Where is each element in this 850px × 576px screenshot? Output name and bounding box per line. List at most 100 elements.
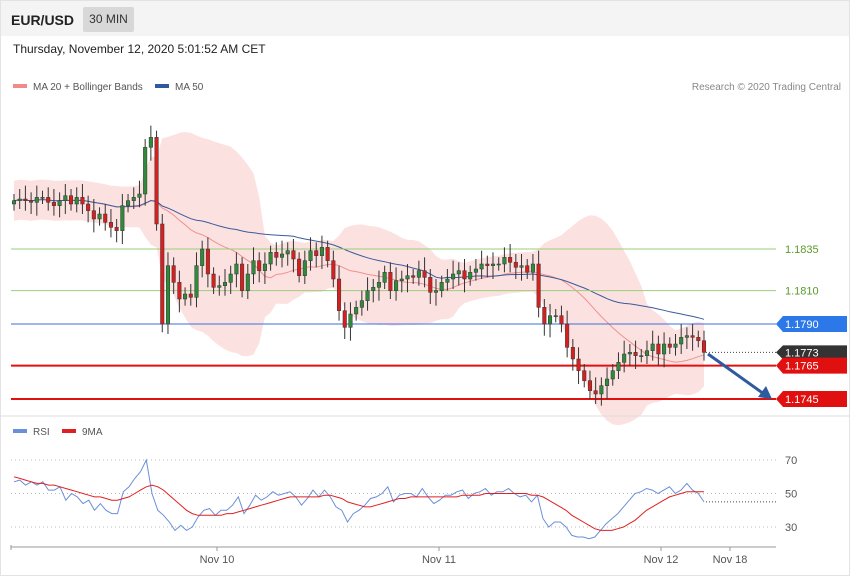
candle — [308, 237, 313, 271]
candles — [11, 125, 707, 406]
legend-9ma-label: 9MA — [82, 427, 103, 438]
candle — [633, 340, 638, 369]
candle-body — [222, 282, 228, 286]
rsi-tick-label: 30 — [785, 522, 797, 534]
candle — [23, 185, 28, 211]
candle-body — [610, 370, 615, 380]
candle-body — [548, 315, 553, 325]
candle-body — [217, 285, 222, 288]
candle-body — [662, 343, 667, 355]
candle-body — [371, 287, 376, 291]
candle — [530, 254, 535, 281]
candle — [587, 370, 592, 399]
candle — [371, 279, 376, 303]
candle-body — [485, 263, 490, 266]
rsi-legend: RSI 9MA — [13, 427, 103, 438]
candle-body — [456, 270, 461, 275]
candle-body — [411, 275, 416, 278]
candle — [217, 275, 222, 296]
candle-body — [433, 290, 439, 293]
candle-body — [445, 278, 450, 283]
candle-body — [211, 273, 216, 288]
candle — [126, 194, 131, 213]
candle — [331, 250, 336, 288]
candle — [74, 187, 79, 213]
candle-body — [143, 147, 148, 195]
target-arrow-head — [758, 386, 772, 399]
candle — [63, 184, 68, 214]
candle-body — [194, 265, 199, 298]
candle — [302, 250, 307, 284]
candle-body — [245, 273, 250, 291]
rsi-lines — [13, 458, 776, 540]
current-price-label: 1.1773 — [785, 347, 819, 359]
legend-rsi-label: RSI — [33, 427, 50, 438]
target-arrow — [707, 352, 772, 399]
candle — [177, 270, 182, 313]
candle-body — [337, 278, 342, 311]
bollinger-band — [14, 132, 704, 426]
candle — [599, 377, 604, 406]
candle — [183, 287, 188, 306]
x-tick-label: Nov 12 — [644, 554, 679, 566]
candle-body — [593, 390, 598, 395]
candle-body — [205, 248, 210, 275]
candle — [388, 262, 393, 299]
candle — [86, 195, 91, 223]
candle-body — [490, 263, 496, 266]
rsi-tick-label: 50 — [785, 489, 797, 501]
candle — [365, 277, 370, 311]
candle — [148, 125, 153, 161]
candle — [11, 194, 17, 211]
chart-datetime: Thursday, November 12, 2020 5:01:52 AM C… — [13, 42, 266, 56]
candle — [257, 252, 262, 283]
candle — [314, 242, 319, 268]
candle-body — [114, 227, 119, 231]
candle — [251, 247, 256, 284]
candle — [291, 239, 296, 273]
candle-body — [126, 200, 131, 206]
candle-body — [673, 343, 678, 348]
candle-body — [639, 355, 644, 357]
candle-body — [29, 200, 34, 203]
candle-body — [86, 203, 91, 211]
candle-body — [388, 272, 393, 291]
candle-body — [120, 205, 125, 231]
legend-ma20-label: MA 20 + Bollinger Bands — [33, 82, 143, 93]
candle-body — [348, 313, 353, 328]
candle — [473, 259, 478, 281]
candle-body — [644, 350, 649, 356]
candle-body — [616, 362, 621, 371]
candle-body — [508, 257, 513, 263]
candle-body — [308, 250, 313, 261]
target-arrow-shaft — [707, 352, 765, 396]
candle — [165, 252, 170, 334]
price-levels: 1.1835 1.1810 1.1790 1.1773 1.1765 1.1745 — [11, 244, 847, 407]
candle — [108, 209, 113, 238]
x-tick-label: Nov 10 — [200, 554, 235, 566]
rsi-line — [13, 458, 705, 540]
candle-body — [34, 197, 39, 203]
candle — [337, 265, 342, 321]
candle-body — [285, 250, 290, 255]
candle — [656, 335, 661, 366]
candle — [485, 255, 490, 278]
candle-body — [342, 310, 347, 328]
candle — [154, 130, 159, 231]
candle-body — [228, 273, 233, 283]
candle — [120, 194, 125, 244]
candle — [582, 364, 587, 388]
candle — [416, 260, 421, 286]
candle-body — [399, 278, 404, 281]
candle — [502, 247, 507, 273]
support-label-tag — [776, 391, 847, 407]
candle — [456, 262, 461, 286]
candle — [245, 264, 250, 299]
candle-body — [131, 197, 136, 201]
candle-body — [451, 273, 456, 280]
candle-body — [177, 282, 182, 300]
timeframe-badge[interactable]: 30 MIN — [83, 7, 134, 32]
candle — [228, 265, 233, 294]
candle-body — [46, 197, 51, 203]
candle-body — [599, 385, 604, 395]
